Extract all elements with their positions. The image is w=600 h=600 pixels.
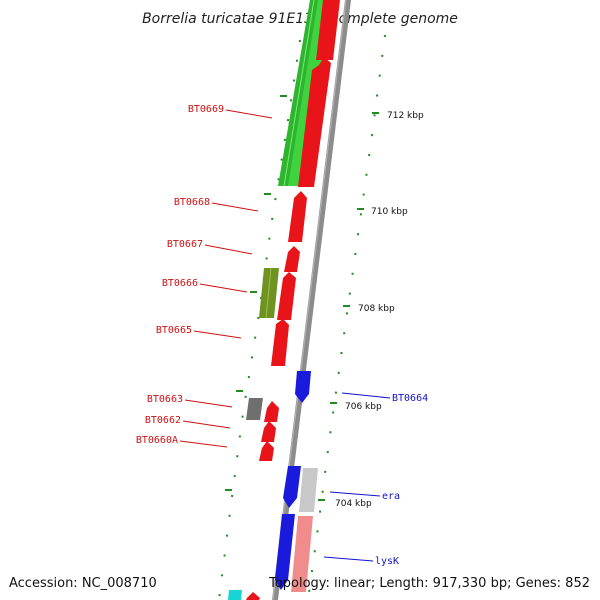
gene-glyph-bt0660a: [259, 441, 274, 461]
tick-ring-right: [307, 34, 386, 600]
gene-glyph-bt0662b: [261, 421, 276, 442]
gene-glyph-red-top: [316, 0, 340, 60]
right-gene-labels: BT0664 era lysK: [323, 392, 428, 567]
gene-glyphs: [228, 0, 340, 600]
gene-label[interactable]: BT0664: [392, 393, 428, 404]
gene-glyph-bt0663: [246, 398, 263, 420]
gene-label[interactable]: BT0669: [188, 104, 224, 115]
gene-label[interactable]: lysK: [375, 556, 399, 567]
gene-glyph-pink: [291, 516, 313, 592]
gene-glyph-gray-light: [299, 468, 318, 512]
scale-label: 706 kbp: [345, 402, 382, 412]
gene-glyph-era: [283, 466, 301, 508]
gene-glyph-bt0662a: [264, 401, 279, 422]
gene-glyph-cyan: [228, 590, 242, 600]
scale-label: 710 kbp: [371, 207, 408, 217]
scale-label: 712 kbp: [387, 111, 424, 121]
gene-label[interactable]: era: [382, 491, 400, 502]
major-ticks: [225, 95, 379, 501]
gene-glyph-bt0664: [295, 371, 311, 403]
tick-ring-left: [218, 39, 301, 600]
accession-text: Accession: NC_008710: [9, 576, 157, 591]
gene-label[interactable]: BT0662: [145, 415, 181, 426]
gene-glyph-red-bottom: [246, 592, 260, 600]
gene-glyph-bt0667: [284, 246, 300, 272]
gene-label[interactable]: BT0660A: [136, 435, 178, 446]
map-title: Borrelia turicatae 91E135, complete geno…: [142, 11, 458, 27]
summary-text: Topology: linear; Length: 917,330 bp; Ge…: [268, 576, 590, 591]
gene-label[interactable]: BT0667: [167, 239, 203, 250]
scale-label: 704 kbp: [335, 499, 372, 509]
gene-label[interactable]: BT0665: [156, 325, 192, 336]
scale-labels: 712 kbp 710 kbp 708 kbp 706 kbp 704 kbp: [335, 111, 424, 509]
gene-glyph-bt0666: [277, 272, 296, 320]
gene-glyph-bt0669: [298, 57, 331, 187]
gene-glyph-bt0668: [288, 191, 307, 242]
gene-label[interactable]: BT0663: [147, 394, 183, 405]
gene-glyph-bt0665: [271, 319, 289, 366]
gene-label[interactable]: BT0666: [162, 278, 198, 289]
left-gene-labels: BT0669 BT0668 BT0667 BT0666 BT0665 BT066…: [136, 104, 273, 448]
scale-label: 708 kbp: [358, 304, 395, 314]
gene-glyph-lysk: [275, 514, 295, 590]
gene-label[interactable]: BT0668: [174, 197, 210, 208]
